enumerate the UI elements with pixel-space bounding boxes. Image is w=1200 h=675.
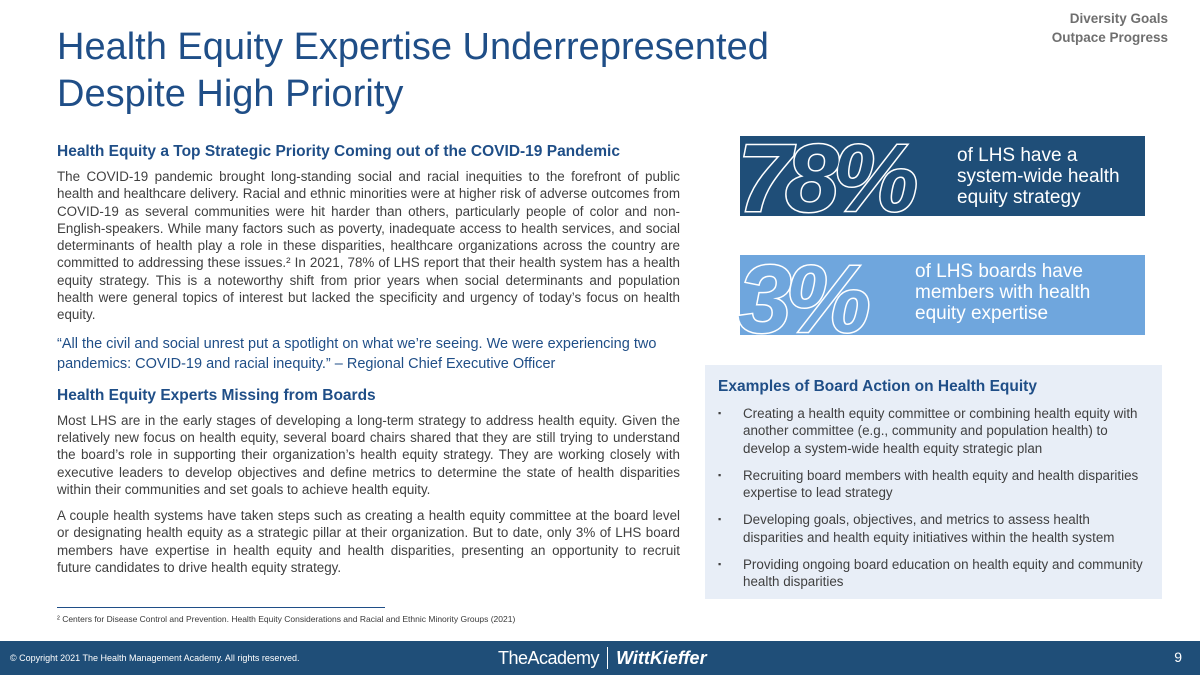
- square-bullet-icon: ▪: [718, 514, 722, 525]
- list-item-text: Recruiting board members with health equ…: [743, 467, 1139, 501]
- logo-divider: [607, 647, 609, 669]
- examples-list: ▪ Creating a health equity committee or c…: [718, 405, 1148, 591]
- stat-caption-line: members with health: [915, 282, 1091, 303]
- paragraph-board-steps: A couple health systems have taken steps…: [57, 508, 680, 576]
- square-bullet-icon: ▪: [718, 408, 722, 418]
- examples-title: Examples of Board Action on Health Equit…: [718, 378, 1037, 395]
- stat-callout-strategy: 78% of LHS have a system-wide health equ…: [736, 124, 1145, 234]
- stat-caption-line: of LHS have a: [957, 145, 1078, 166]
- stat-caption-expertise: of LHS boards have members with health e…: [915, 261, 1090, 324]
- page-title: Health Equity Expertise Underrepresented…: [57, 24, 857, 118]
- stat-number-3: 3%: [737, 245, 873, 355]
- section-heading-boards: Health Equity Experts Missing from Board…: [57, 386, 376, 404]
- main-text-column: Health Equity a Top Strategic Priority C…: [57, 142, 680, 576]
- stat-caption-line: system-wide health: [957, 166, 1120, 187]
- list-item: ▪ Providing ongoing board education on he…: [718, 556, 1148, 591]
- the-academy-logo: TheAcademy: [498, 647, 600, 668]
- section-tag: Diversity Goals Outpace Progress: [1008, 9, 1168, 47]
- section-heading-priority: Health Equity a Top Strategic Priority C…: [57, 143, 620, 160]
- copyright-notice: © Copyright 2021 The Health Management A…: [10, 653, 300, 663]
- page-title-line2: Despite High Priority: [57, 73, 404, 115]
- stat-callout-expertise: 3% of LHS boards have members with healt…: [737, 245, 1145, 355]
- stat-caption-line: of LHS boards have: [915, 261, 1083, 282]
- page-title-line1: Health Equity Expertise Underrepresented: [57, 26, 769, 68]
- stat-band-light: [740, 255, 1145, 335]
- footnote: ² Centers for Disease Control and Preven…: [57, 614, 516, 624]
- stat-band-dark: [740, 136, 1145, 216]
- stat-caption-strategy: of LHS have a system-wide health equity …: [957, 145, 1120, 208]
- examples-box: Examples of Board Action on Health Equit…: [705, 365, 1162, 599]
- footer-logos: TheAcademy WittKieffer: [498, 646, 707, 670]
- stat-number-78: 78%: [736, 124, 919, 234]
- list-item-text: Creating a health equity committee or co…: [743, 406, 1138, 456]
- section-tag-line2: Outpace Progress: [1051, 30, 1168, 45]
- section-tag-line1: Diversity Goals: [1069, 11, 1168, 26]
- list-item-text: Providing ongoing board education on hea…: [743, 557, 1143, 590]
- paragraph-covid-context: The COVID-19 pandemic brought long-stand…: [57, 169, 680, 323]
- footnote-divider: [57, 607, 385, 608]
- list-item-text: Developing goals, objectives, and metric…: [743, 512, 1115, 545]
- square-bullet-icon: ▪: [718, 469, 722, 480]
- square-bullet-icon: ▪: [718, 559, 722, 570]
- list-item: ▪ Recruiting board members with health eq…: [718, 467, 1148, 502]
- list-item: ▪ Creating a health equity committee or c…: [718, 405, 1148, 457]
- executive-quote: “All the civil and social unrest put a s…: [57, 335, 657, 372]
- paragraph-early-stages: Most LHS are in the early stages of deve…: [57, 412, 680, 497]
- list-item: ▪ Developing goals, objectives, and metri…: [718, 511, 1148, 546]
- stat-caption-line: equity expertise: [915, 303, 1049, 324]
- stat-caption-line: equity strategy: [957, 187, 1081, 208]
- footer-bar: © Copyright 2021 The Health Management A…: [0, 641, 1200, 675]
- page-number: 9: [1174, 649, 1182, 665]
- wittkieffer-logo: WittKieffer: [616, 647, 707, 668]
